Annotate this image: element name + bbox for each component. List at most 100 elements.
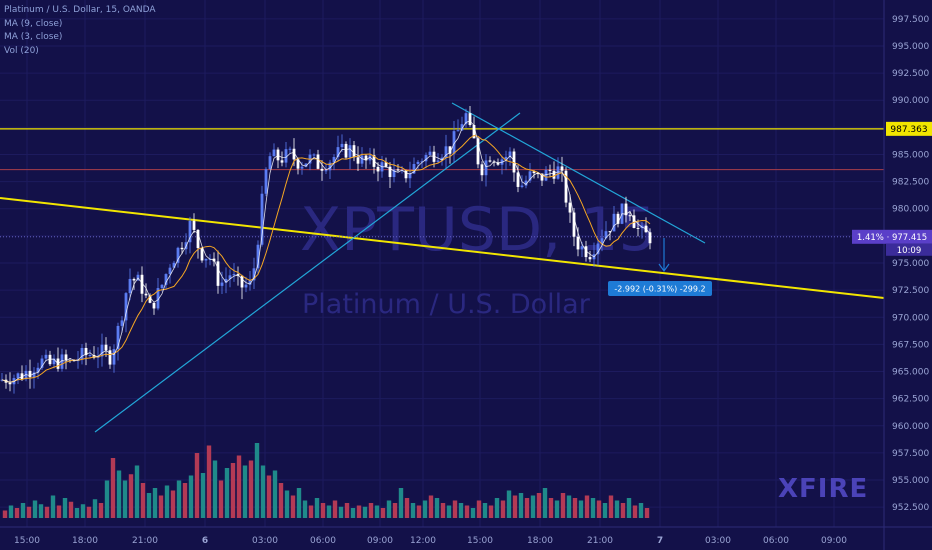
candle-body	[368, 155, 372, 161]
candle-body	[204, 258, 208, 261]
volume-bar	[2, 510, 8, 518]
volume-bar	[38, 504, 44, 518]
price-tick-label: 957.500	[892, 449, 929, 459]
candle-body	[556, 166, 560, 179]
candle-body	[532, 171, 536, 174]
volume-bar	[470, 508, 476, 518]
candle-body	[300, 166, 304, 169]
candle-body	[512, 151, 516, 173]
time-tick-label: 03:00	[705, 536, 731, 546]
descending-trendline	[451, 102, 706, 244]
candle-body	[480, 164, 484, 176]
candle-body	[264, 169, 268, 194]
volume-bar	[134, 465, 140, 518]
watermark-name: Platinum / U.S. Dollar	[302, 289, 591, 320]
volume-bar	[104, 480, 110, 518]
volume-bar	[566, 495, 572, 518]
volume-bar	[488, 505, 494, 518]
candle-body	[384, 162, 388, 167]
candle-body	[16, 373, 20, 379]
candle-body	[552, 170, 556, 179]
time-tick-label: 7	[657, 536, 663, 546]
volume-bar	[8, 505, 14, 518]
volume-bar	[338, 506, 344, 518]
legend-ma9[interactable]: MA (9, close)	[4, 18, 63, 29]
volume-bar	[386, 500, 392, 518]
price-tick-label: 995.000	[892, 42, 929, 52]
candle-body	[60, 354, 64, 369]
volume-bar	[458, 503, 464, 518]
time-axis[interactable]: 15:00 18:00 21:00 6 03:00 06:00 09:00 12:00 15:0…	[0, 526, 932, 546]
legend-vol[interactable]: Vol (20)	[4, 45, 39, 56]
volume-bar	[518, 493, 524, 518]
ascending-trendline	[94, 112, 521, 433]
drawing-lines[interactable]	[0, 102, 885, 433]
candle-body	[496, 162, 500, 165]
time-tick-label: 6	[202, 536, 208, 546]
volume-bar	[620, 503, 626, 518]
measure-tool[interactable]: -2.992 (-0.31%) -299.2	[608, 238, 712, 296]
candle-body	[144, 293, 148, 296]
candle-body	[628, 215, 632, 217]
legend-ma3[interactable]: MA (3, close)	[4, 32, 63, 42]
candle-body	[152, 302, 156, 309]
candle-body	[52, 358, 56, 365]
candle-body	[156, 288, 160, 309]
candle-body	[336, 147, 340, 158]
volume-bar	[494, 498, 500, 518]
candle-body	[260, 193, 264, 245]
volume-bar	[602, 503, 608, 518]
price-tick-label: 990.000	[892, 96, 929, 106]
volume-bar	[68, 501, 74, 518]
candle-body	[44, 354, 48, 359]
ma9-line	[1, 134, 651, 383]
candle-body	[516, 172, 520, 187]
candle-body	[296, 159, 300, 169]
volume-bar	[74, 508, 80, 518]
volume-bar	[98, 503, 104, 518]
brand-logo: XFIRE	[778, 474, 869, 504]
candle-body	[612, 213, 616, 232]
candle-body	[316, 154, 320, 169]
legend-symbol[interactable]: Platinum / U.S. Dollar, 15, OANDA	[4, 5, 156, 15]
time-tick-label: 18:00	[527, 536, 553, 546]
measure-label: -2.992 (-0.31%) -299.2	[614, 285, 705, 294]
volume-bar	[206, 445, 212, 518]
volume-bar	[272, 470, 278, 518]
candle-body	[128, 278, 132, 294]
candle-body	[176, 247, 180, 263]
price-tick-label: 992.500	[892, 69, 929, 79]
volume-bar	[170, 490, 176, 518]
volume-bar	[524, 498, 530, 518]
time-tick-label: 15:00	[467, 536, 493, 546]
volume-bar	[254, 443, 260, 518]
volume-bar	[62, 498, 68, 518]
volume-bar	[482, 503, 488, 518]
volume-bar	[584, 495, 590, 518]
candle-body	[572, 212, 576, 237]
time-tick-label: 18:00	[72, 536, 98, 546]
volume-bar	[26, 506, 32, 518]
volume-bar	[548, 498, 554, 518]
volume-bar	[542, 488, 548, 518]
candle-body	[88, 355, 92, 357]
candle-body	[508, 151, 512, 157]
volume-bar	[626, 498, 632, 518]
chart-legend: Platinum / U.S. Dollar, 15, OANDA MA (9,…	[4, 4, 156, 58]
candle-body	[352, 145, 356, 158]
candle-body	[360, 155, 364, 164]
moving-averages	[1, 120, 651, 383]
price-tick-label: 975.000	[892, 259, 929, 269]
volume-bar	[236, 455, 242, 518]
volume-bar	[20, 503, 26, 518]
volume-bar	[14, 508, 20, 518]
volume-bar	[608, 495, 614, 518]
candle-body	[240, 275, 244, 288]
volume-bar	[614, 500, 620, 518]
candle-body	[224, 278, 228, 283]
volume-bar	[344, 503, 350, 518]
volume-bar	[578, 500, 584, 518]
time-tick-label: 06:00	[310, 536, 336, 546]
volume-bar	[554, 500, 560, 518]
